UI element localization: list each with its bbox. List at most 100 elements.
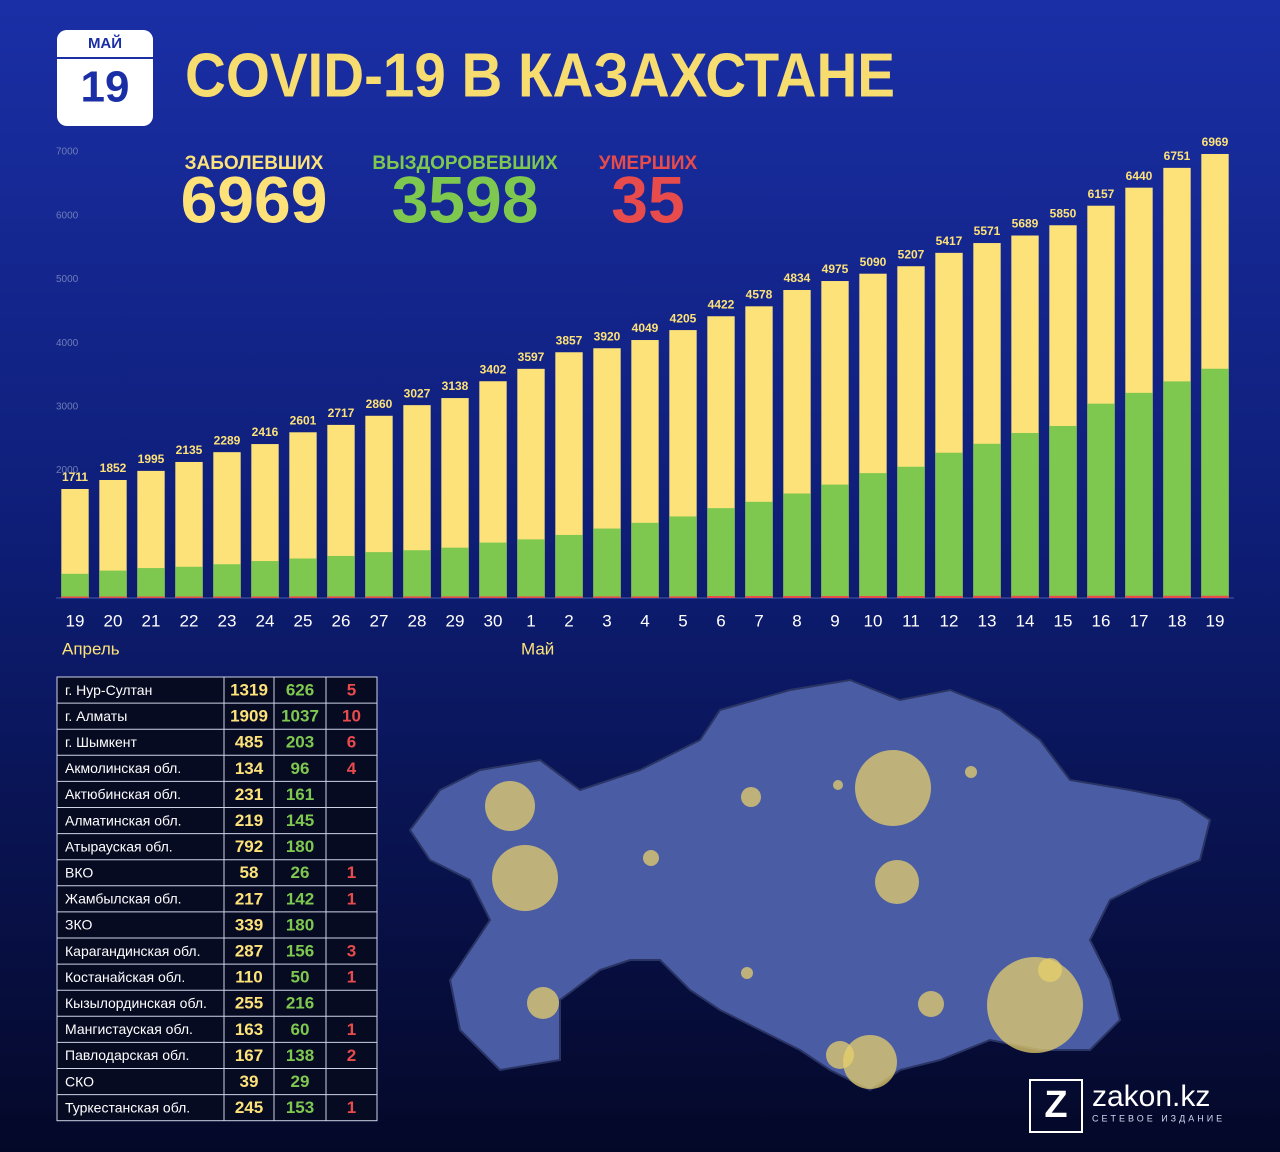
data-label: 4975 <box>822 262 849 276</box>
bar <box>593 596 621 598</box>
x-tick-label: 18 <box>1168 611 1187 630</box>
map-bubble <box>833 780 843 790</box>
data-label: 5571 <box>974 224 1001 238</box>
bar-chart: 2000300040005000600070001917112018522119… <box>56 135 1234 658</box>
table-value: 1319 <box>230 681 268 700</box>
stat-value: 6969 <box>181 162 328 236</box>
logo-box <box>1029 1079 1083 1133</box>
logo-tagline: СЕТЕВОЕ ИЗДАНИЕ <box>1092 1113 1225 1123</box>
map-bubble <box>826 1041 854 1069</box>
region-name: Актюбинская обл. <box>65 786 181 802</box>
table-value: 138 <box>286 1046 314 1065</box>
stat-value: 35 <box>611 162 684 236</box>
x-tick-label: 7 <box>754 611 763 630</box>
x-tick-label: 1 <box>526 611 535 630</box>
table-value: 10 <box>342 707 361 726</box>
bar <box>479 542 507 598</box>
region-name: Мангистауская обл. <box>65 1021 193 1037</box>
bar <box>289 596 317 598</box>
table-value: 1 <box>347 1098 356 1117</box>
stat-label: ЗАБОЛЕВШИХ <box>185 153 324 174</box>
table-value: 39 <box>240 1072 259 1091</box>
bar <box>935 452 963 598</box>
x-tick-label: 20 <box>104 611 123 630</box>
table-value: 626 <box>286 681 314 700</box>
bar <box>1163 595 1191 598</box>
logo-mark: Z <box>1044 1084 1067 1126</box>
x-tick-label: 29 <box>446 611 465 630</box>
map-bubble <box>1038 958 1062 982</box>
table-value: 4 <box>347 759 357 778</box>
table-value: 216 <box>286 994 314 1013</box>
data-label: 3597 <box>518 350 545 364</box>
bar <box>1125 595 1153 598</box>
bar <box>137 568 165 598</box>
table-value: 167 <box>235 1046 263 1065</box>
x-tick-label: 27 <box>370 611 389 630</box>
bar <box>593 528 621 598</box>
region-name: ЗКО <box>65 917 92 933</box>
bar <box>1087 595 1115 598</box>
bar <box>441 596 469 598</box>
table-value: 231 <box>235 785 263 804</box>
bar <box>897 466 925 598</box>
bar <box>859 473 887 598</box>
bar <box>935 595 963 598</box>
bar <box>631 522 659 598</box>
x-tick-label: 15 <box>1054 611 1073 630</box>
region-name: Атырауская обл. <box>65 838 173 854</box>
table-value: 1037 <box>281 707 319 726</box>
bar <box>745 596 773 598</box>
data-label: 5689 <box>1012 217 1039 231</box>
table-bg <box>56 676 378 1122</box>
table-value: 339 <box>235 915 263 934</box>
data-label: 2416 <box>252 425 279 439</box>
bar <box>1087 403 1115 598</box>
bar <box>1049 425 1077 598</box>
bar <box>403 550 431 598</box>
bar <box>175 566 203 598</box>
table-value: 58 <box>240 863 259 882</box>
table-value: 1909 <box>230 707 268 726</box>
table-value: 110 <box>235 968 262 987</box>
table-value: 203 <box>286 733 314 752</box>
stat-label: УМЕРШИХ <box>599 153 698 174</box>
data-label: 6157 <box>1088 187 1115 201</box>
table-value: 287 <box>235 942 263 961</box>
region-name: г. Алматы <box>65 708 127 724</box>
month-label: Апрель <box>62 639 120 658</box>
bar <box>555 596 583 598</box>
bar <box>555 534 583 598</box>
data-label: 4578 <box>746 287 773 301</box>
bar <box>479 596 507 598</box>
bar <box>403 596 431 598</box>
table-value: 161 <box>286 785 314 804</box>
x-tick-label: 13 <box>978 611 997 630</box>
map-bubble <box>987 957 1083 1053</box>
bar <box>251 561 279 598</box>
data-label: 2135 <box>176 443 203 457</box>
x-tick-label: 16 <box>1092 611 1111 630</box>
region-table: г. Нур-Султан 1319 626 5г. Алматы 1909 1037 10… <box>56 676 378 1122</box>
data-label: 3857 <box>556 333 583 347</box>
region-name: Костанайская обл. <box>65 969 185 985</box>
bar <box>783 493 811 598</box>
x-tick-label: 6 <box>716 611 725 630</box>
bar <box>669 596 697 598</box>
region-name: СКО <box>65 1073 94 1089</box>
data-label: 5090 <box>860 255 887 269</box>
bar <box>1011 595 1039 598</box>
x-tick-label: 26 <box>332 611 351 630</box>
region-name: г. Шымкент <box>65 734 137 750</box>
data-label: 4205 <box>670 311 697 325</box>
bar <box>213 596 241 598</box>
region-name: г. Нур-Султан <box>65 682 152 698</box>
x-tick-label: 19 <box>66 611 85 630</box>
x-tick-label: 4 <box>640 611 649 630</box>
x-tick-label: 21 <box>142 611 161 630</box>
bar <box>441 547 469 598</box>
table-value: 1 <box>347 889 356 908</box>
data-label: 2289 <box>214 433 241 447</box>
table-value: 6 <box>347 733 356 752</box>
